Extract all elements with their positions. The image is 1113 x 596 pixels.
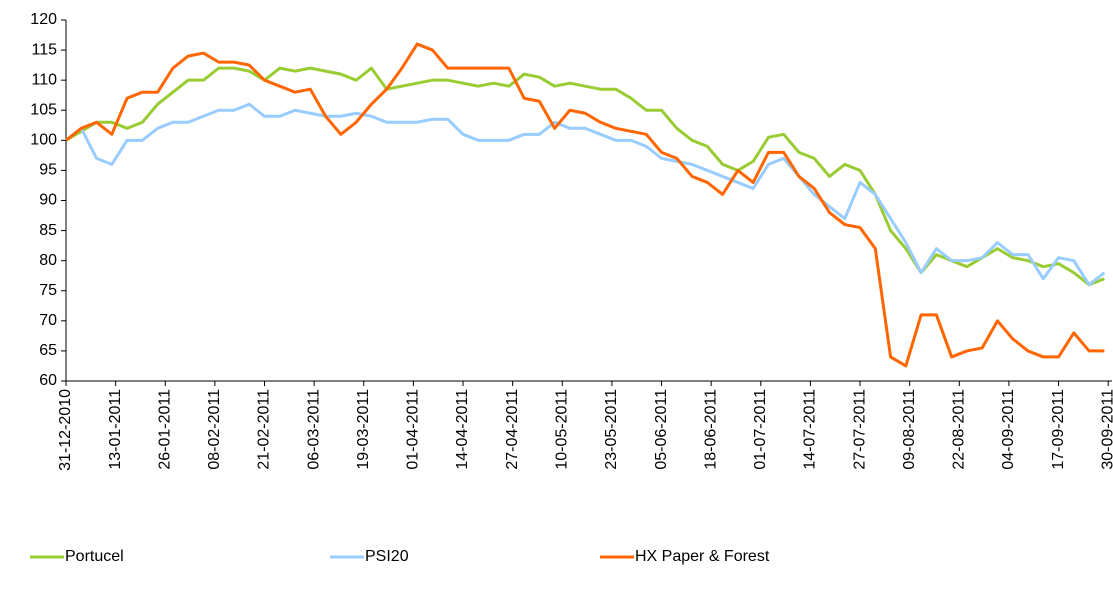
x-tick-label: 22-08-2011 bbox=[951, 389, 968, 470]
x-tick-label: 19-03-2011 bbox=[355, 389, 372, 470]
y-tick-label: 90 bbox=[39, 192, 57, 209]
x-tick-label: 27-07-2011 bbox=[851, 389, 868, 470]
y-tick-label: 115 bbox=[31, 41, 57, 58]
y-tick-label: 110 bbox=[31, 71, 57, 88]
legend-label: Portucel bbox=[65, 548, 124, 565]
x-tick-label: 26-01-2011 bbox=[156, 389, 173, 470]
x-tick-label: 04-09-2011 bbox=[1000, 389, 1017, 470]
x-tick-label: 14-07-2011 bbox=[802, 389, 819, 470]
legend-label: PSI20 bbox=[365, 548, 409, 565]
x-tick-label: 06-03-2011 bbox=[305, 389, 322, 470]
x-tick-label: 27-04-2011 bbox=[504, 389, 521, 470]
x-tick-label: 01-07-2011 bbox=[752, 389, 769, 470]
x-tick-label: 31-12-2010 bbox=[57, 389, 74, 471]
x-tick-label: 17-09-2011 bbox=[1050, 389, 1067, 470]
y-tick-label: 80 bbox=[39, 252, 57, 269]
y-tick-label: 105 bbox=[30, 101, 57, 118]
x-tick-label: 21-02-2011 bbox=[256, 389, 273, 470]
series-line bbox=[65, 102, 1106, 287]
series-line bbox=[65, 66, 1105, 287]
y-tick-label: 85 bbox=[39, 222, 57, 239]
y-tick-label: 70 bbox=[39, 312, 57, 329]
x-tick-label: 08-02-2011 bbox=[206, 389, 223, 470]
x-tick-label: 01-04-2011 bbox=[405, 389, 422, 470]
x-tick-label: 23-05-2011 bbox=[603, 389, 620, 470]
y-tick-label: 75 bbox=[39, 282, 57, 299]
x-tick-label: 09-08-2011 bbox=[901, 389, 918, 470]
y-tick-label: 100 bbox=[30, 132, 57, 149]
y-tick-label: 65 bbox=[39, 342, 57, 359]
y-tick-label: 120 bbox=[30, 11, 57, 28]
x-tick-label: 30-09-2011 bbox=[1099, 389, 1113, 470]
y-tick-label: 60 bbox=[39, 372, 57, 389]
x-tick-label: 10-05-2011 bbox=[553, 389, 570, 470]
x-tick-label: 14-04-2011 bbox=[454, 389, 471, 470]
x-tick-label: 18-06-2011 bbox=[702, 389, 719, 470]
series-line bbox=[65, 42, 1105, 368]
x-tick-label: 05-06-2011 bbox=[653, 389, 670, 470]
y-tick-label: 95 bbox=[39, 162, 57, 179]
x-tick-label: 13-01-2011 bbox=[107, 389, 124, 470]
legend-label: HX Paper & Forest bbox=[635, 548, 770, 565]
